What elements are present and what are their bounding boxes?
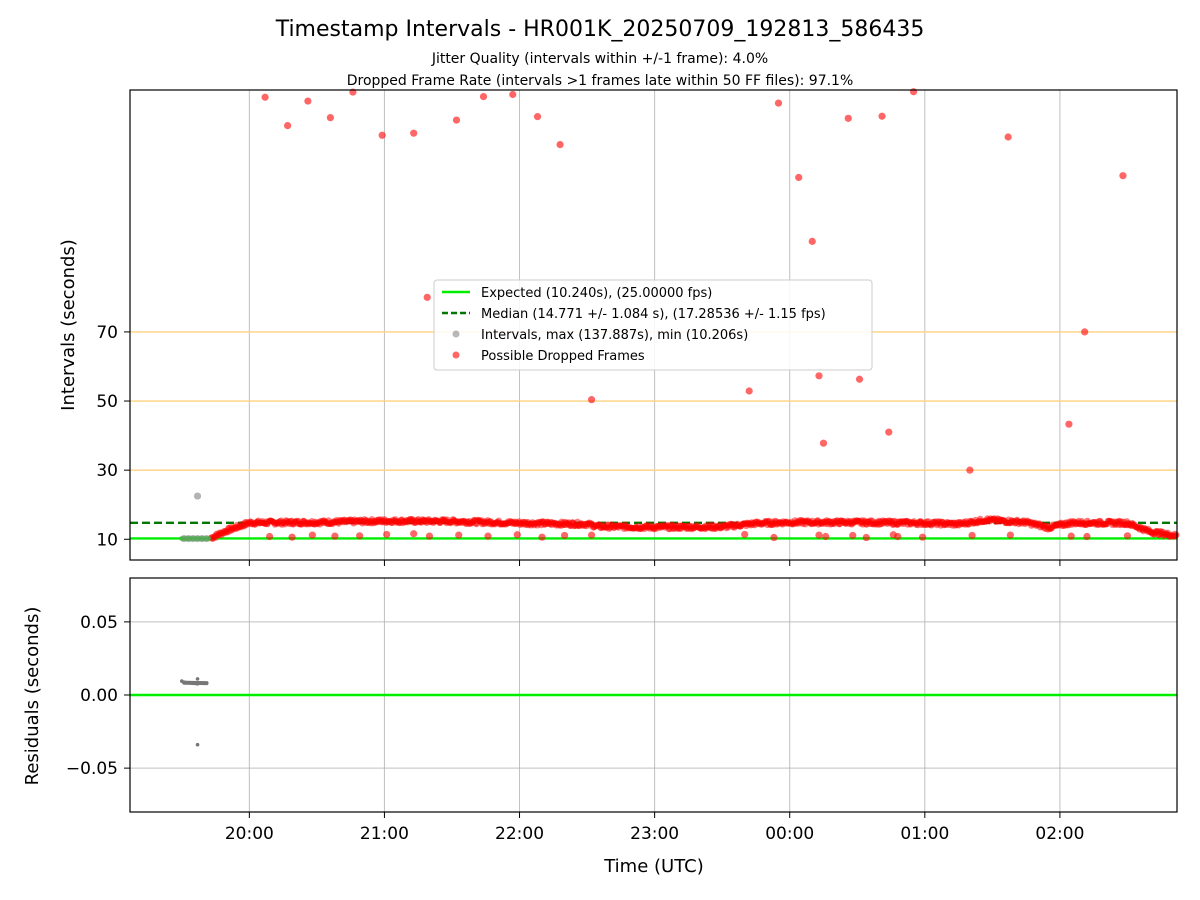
dropped-frame-point [918, 533, 927, 541]
dropped-frame-point [266, 532, 274, 541]
intervals-y-tick-label: 50 [96, 392, 118, 412]
dropped-frame-point [894, 532, 902, 541]
residuals-y-ticks: 0.05 0.00 −0.05 [66, 613, 130, 779]
dropped-frame-point [484, 532, 492, 540]
dropped-frame-point [774, 99, 783, 107]
dropped-frame-points [261, 88, 1132, 542]
dropped-frame-point [1123, 532, 1132, 540]
dropped-frame-point [452, 116, 461, 124]
dropped-frame-point [455, 531, 463, 539]
dropped-frame-point [509, 90, 517, 99]
dropped-frame-point [1083, 532, 1091, 541]
legend-box [433, 279, 873, 371]
dropped-frame-point [1065, 420, 1073, 428]
intervals-y-axis-label: Intervals (seconds) [58, 239, 79, 411]
x-tick-label: 02:00 [1035, 824, 1084, 844]
dropped-frame-point [326, 114, 334, 122]
residuals-plot: 0.05 0.00 −0.05 20:00 21:00 22:00 23:00 00:00 0… [22, 577, 1178, 844]
dropped-frame-point [304, 97, 312, 105]
chart-subtitle-dropped: Dropped Frame Rate (intervals >1 frames … [347, 73, 854, 89]
chart-subtitle-jitter: Jitter Quality (intervals within +/-1 fr… [431, 51, 768, 67]
x-tick-label: 20:00 [225, 824, 274, 844]
dropped-frame-point [383, 530, 391, 539]
dropped-frame-point [849, 531, 857, 540]
residual-points [179, 677, 209, 747]
chart-title: Timestamp Intervals - HR001K_20250709_19… [275, 17, 925, 42]
dropped-frame-point [855, 375, 864, 383]
dropped-frame-point [844, 114, 852, 122]
interval-points [179, 492, 212, 543]
dropped-frame-point [819, 439, 828, 447]
dropped-frame-point [1006, 531, 1014, 539]
x-tick-label: 21:00 [360, 824, 409, 844]
dropped-frame-point [862, 533, 870, 542]
dropped-frame-point [968, 531, 976, 540]
interval-dense-band [207, 515, 1180, 542]
dropped-frame-point [556, 141, 564, 149]
intervals-plot: 10 30 50 70 Intervals (seconds) Expected (1… [58, 88, 1180, 566]
dropped-frame-point [560, 531, 569, 540]
dropped-frame-point [1004, 133, 1012, 141]
residuals-y-tick-label: −0.05 [66, 759, 118, 779]
residuals-y-axis-label: Residuals (seconds) [22, 607, 43, 786]
dropped-frame-point [885, 428, 893, 436]
dropped-frame-point [533, 113, 542, 121]
dropped-frame-point [423, 293, 431, 301]
residuals-y-tick-label: 0.05 [80, 613, 118, 633]
legend-expected-label: Expected (10.240s), (25.00000 fps) [481, 286, 712, 301]
dropped-frame-point [795, 173, 803, 182]
legend-intervals-swatch [452, 330, 460, 338]
dropped-frame-point [815, 372, 823, 380]
dropped-frame-point [331, 532, 339, 540]
intervals-y-tick-label: 70 [96, 323, 118, 343]
x-axis-label: Time (UTC) [603, 856, 704, 877]
dropped-frame-point [410, 129, 418, 137]
dropped-frame-point [288, 533, 296, 541]
residual-point [195, 677, 200, 681]
dropped-frame-point [479, 92, 488, 101]
dropped-frame-point [587, 396, 596, 404]
residuals-x-ticks: 20:00 21:00 22:00 23:00 00:00 01:00 02:00 [225, 812, 1084, 844]
dropped-frame-point [909, 88, 918, 96]
dropped-frame-point [587, 531, 596, 539]
x-tick-label: 22:00 [495, 824, 544, 844]
dropped-frame-point [513, 531, 521, 539]
legend-dropped-swatch [452, 351, 460, 359]
intervals-y-tick-label: 10 [96, 530, 118, 550]
dropped-frame-point [1081, 328, 1089, 336]
intervals-x-ticks [248, 560, 1061, 566]
legend-dropped-label: Possible Dropped Frames [481, 349, 645, 364]
intervals-y-ticks: 10 30 50 70 [96, 323, 130, 550]
dropped-frame-point [538, 533, 546, 541]
legend: Expected (10.240s), (25.00000 fps) Media… [433, 279, 873, 371]
legend-median-label: Median (14.771 +/- 1.084 s), (17.28536 +… [481, 307, 826, 322]
intervals-y-tick-label: 30 [96, 461, 118, 481]
dropped-frame-point [808, 237, 816, 245]
x-tick-label: 00:00 [765, 824, 814, 844]
dropped-frame-point [261, 93, 269, 101]
residuals-y-tick-label: 0.00 [80, 686, 118, 706]
dropped-frame-point [878, 112, 886, 120]
dropped-frame-point [308, 531, 316, 539]
dropped-frame-point [822, 532, 830, 541]
dropped-frame-point [1067, 532, 1075, 540]
x-tick-label: 01:00 [900, 824, 949, 844]
interval-point [193, 492, 202, 500]
dropped-frame-point [425, 532, 434, 540]
dropped-frame-point [1119, 172, 1127, 180]
dropped-frame-point [378, 131, 386, 139]
dropped-frame-point [741, 530, 749, 539]
x-tick-label: 23:00 [630, 824, 679, 844]
dropped-frame-point [770, 533, 778, 542]
legend-intervals-label: Intervals, max (137.887s), min (10.206s) [481, 328, 748, 343]
intervals-plot-frame [129, 89, 1178, 561]
dropped-frame-point [410, 530, 418, 538]
dropped-frame-point [356, 532, 364, 540]
residual-point [195, 742, 200, 747]
dropped-frame-point [284, 121, 292, 130]
dropped-frame-point [815, 531, 823, 539]
dropped-frame-point [966, 466, 974, 474]
dropped-frame-point [745, 387, 753, 395]
